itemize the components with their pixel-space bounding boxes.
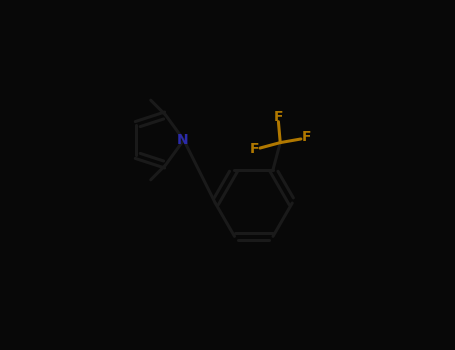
Text: N: N — [177, 133, 188, 147]
Text: F: F — [250, 142, 259, 156]
Text: F: F — [301, 130, 311, 144]
Text: F: F — [273, 111, 283, 125]
